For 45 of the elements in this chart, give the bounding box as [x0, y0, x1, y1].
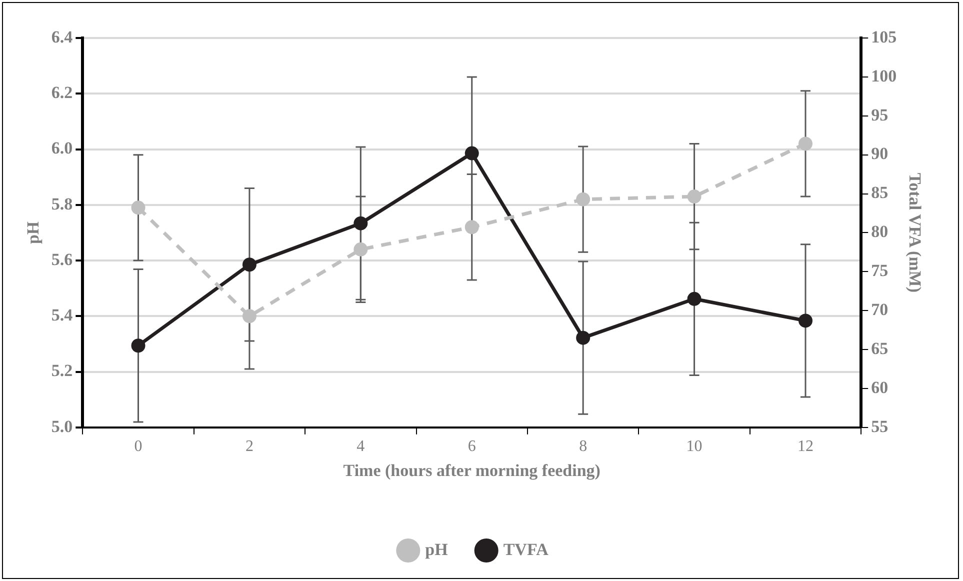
- point: [576, 192, 590, 206]
- point: [464, 220, 479, 234]
- y2-tick-label: 95: [871, 105, 888, 124]
- y2-tick-label: 105: [871, 27, 897, 46]
- y-tick-label: 6.2: [51, 83, 73, 102]
- x-tick-label: 8: [579, 438, 588, 456]
- y-tick-label: 5.4: [51, 306, 74, 325]
- legend-label: TVFA: [503, 540, 550, 559]
- point: [687, 190, 702, 204]
- x-tick-label: 10: [686, 438, 702, 456]
- y-tick-label: 6.0: [51, 138, 73, 158]
- point: [687, 292, 702, 306]
- y-tick-label: 5.2: [51, 361, 73, 380]
- point: [242, 258, 256, 272]
- point: [576, 330, 590, 345]
- y-tick-label: 6.4: [51, 27, 74, 46]
- y-tick-label: 5.6: [51, 250, 73, 269]
- x-tick-label: 4: [356, 438, 365, 456]
- y-tick-label: 5.0: [51, 416, 73, 436]
- y-axis-title: pH: [24, 221, 43, 244]
- y2-tick-label: 55: [871, 416, 888, 436]
- point: [131, 338, 146, 353]
- y2-tick-label: 75: [871, 261, 888, 280]
- y-tick-label: 5.8: [51, 194, 73, 214]
- point: [464, 146, 479, 160]
- y2-tick-label: 70: [871, 300, 888, 319]
- x-tick-label: 12: [797, 438, 814, 456]
- point: [798, 136, 812, 151]
- y2-tick-label: 80: [871, 222, 888, 242]
- point: [354, 216, 368, 230]
- point: [131, 200, 146, 215]
- y2-tick-label: 65: [871, 338, 888, 358]
- x-axis-title: Time (hours after morning feeding): [343, 461, 600, 480]
- y2-tick-label: 90: [871, 144, 888, 164]
- y2-tick-label: 85: [871, 183, 888, 202]
- x-tick-label: 6: [468, 438, 476, 456]
- legend-label: pH: [425, 540, 448, 559]
- point: [242, 309, 256, 324]
- point: [798, 314, 812, 328]
- point: [354, 242, 368, 256]
- y2-tick-label: 60: [871, 378, 888, 397]
- y2-axis-title: Total VFA (mM): [905, 172, 924, 293]
- x-tick-label: 2: [245, 438, 254, 456]
- y2-tick-label: 100: [871, 66, 897, 86]
- x-tick-label: 0: [134, 438, 142, 456]
